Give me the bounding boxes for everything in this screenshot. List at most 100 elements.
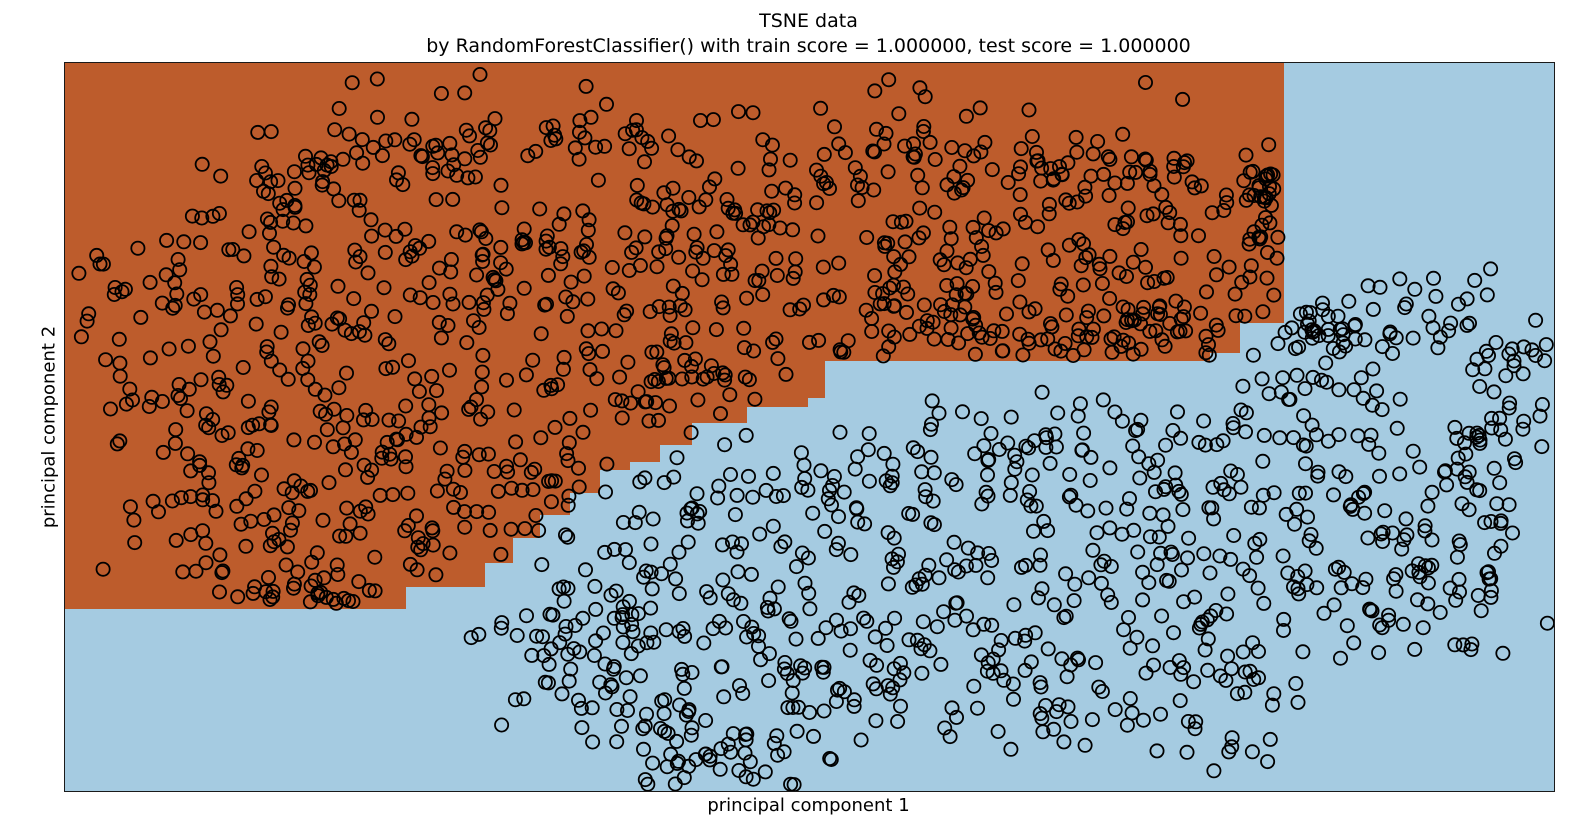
scatter-point [1017,662,1033,678]
scatter-point [1068,497,1084,513]
scatter-point [332,528,348,544]
scatter-point [1432,329,1448,345]
scatter-point [95,561,111,577]
scatter-point [598,484,614,500]
scatter-point [733,595,749,611]
scatter-point [487,111,503,127]
scatter-point [1355,390,1371,406]
scatter-point [707,171,723,187]
scatter-point [449,224,465,240]
scatter-point [337,462,353,478]
scatter-point [615,607,631,623]
scatter-point [720,736,736,752]
scatter-point [1132,470,1148,486]
scatter-point [1091,256,1107,272]
scatter-point [1407,281,1423,297]
scatter-point [936,604,952,620]
scatter-point [993,633,1009,649]
scatter-point [887,264,903,280]
scatter-point [480,446,496,462]
scatter-point [471,626,487,642]
scatter-point [954,182,970,198]
scatter-point [952,158,968,174]
scatter-point [1114,413,1130,429]
scatter-point [712,761,728,777]
scatter-point [617,225,633,241]
scatter-point [1142,323,1158,339]
scatter-point [876,445,892,461]
scatter-point [912,80,928,96]
scatter-point [461,401,477,417]
scatter-point [1084,712,1100,728]
scatter-point [1258,171,1274,187]
scatter-point [810,630,826,646]
scatter-point [597,544,613,560]
scatter-point [1304,417,1320,433]
scatter-point [1331,427,1347,443]
scatter-point [1051,697,1067,713]
scatter-point [1235,644,1251,660]
scatter-point [1374,402,1390,418]
scatter-point [1156,481,1172,497]
scatter-point [980,467,996,483]
scatter-point [1306,323,1322,339]
scatter-point [475,246,491,262]
scatter-point [1493,538,1509,554]
scatter-point [1330,308,1346,324]
scatter-point [276,481,292,497]
scatter-point [914,180,930,196]
scatter-point [498,372,514,388]
scatter-point [1063,657,1079,673]
scatter-point [1472,378,1488,394]
scatter-point [425,166,441,182]
scatter-point [1117,214,1133,230]
scatter-point [1082,472,1098,488]
scatter-point [1073,258,1089,274]
scatter-point [397,449,413,465]
scatter-point [527,461,543,477]
scatter-point [1091,679,1107,695]
scatter-point [1405,330,1421,346]
scatter-point [302,482,318,498]
scatter-point [319,422,335,438]
scatter-point [761,162,777,178]
scatter-point [1371,445,1387,461]
scatter-point [1107,217,1123,233]
scatter-point [1443,315,1459,331]
scatter-point [560,529,576,545]
scatter-point [1381,612,1397,628]
scatter-point [474,379,490,395]
scatter-point [911,230,927,246]
scatter-point [977,134,993,150]
scatter-point [388,228,404,244]
scatter-point [1237,308,1253,324]
scatter-point [151,504,167,520]
scatter-point [1478,343,1494,359]
scatter-point [637,772,653,788]
scatter-point [264,269,280,285]
scatter-point [1237,664,1253,680]
scatter-point [351,574,367,590]
scatter-point [142,274,158,290]
scatter-point [950,564,966,580]
scatter-point [691,199,707,215]
scatter-point [247,483,263,499]
scatter-point [1122,640,1138,656]
scatter-point [402,287,418,303]
scatter-point [472,149,488,165]
scatter-point [1483,261,1499,277]
scatter-point [397,523,413,539]
scatter-point [1505,525,1521,541]
scatter-point [944,297,960,313]
scatter-point [574,720,590,736]
scatter-point [642,304,658,320]
scatter-point [876,235,892,251]
scatter-point [816,146,832,162]
scatter-point [1007,630,1023,646]
scatter-point [1135,592,1151,608]
scatter-point [1133,316,1149,332]
scatter-point [445,296,461,312]
scatter-point [1009,454,1025,470]
scatter-point [1000,175,1016,191]
